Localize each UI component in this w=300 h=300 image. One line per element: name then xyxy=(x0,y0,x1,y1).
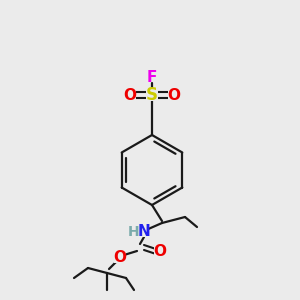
Bar xyxy=(168,90,180,100)
Bar xyxy=(114,253,126,263)
Text: O: O xyxy=(167,88,181,103)
Bar xyxy=(146,89,158,101)
Text: S: S xyxy=(146,86,158,104)
Bar xyxy=(154,247,166,257)
Text: H: H xyxy=(128,225,140,239)
Text: O: O xyxy=(124,88,136,103)
Bar xyxy=(124,90,136,100)
Bar xyxy=(147,72,157,82)
Text: N: N xyxy=(138,224,150,239)
Bar xyxy=(126,227,148,237)
Text: O: O xyxy=(113,250,127,266)
Text: F: F xyxy=(147,70,157,85)
Text: O: O xyxy=(154,244,166,260)
